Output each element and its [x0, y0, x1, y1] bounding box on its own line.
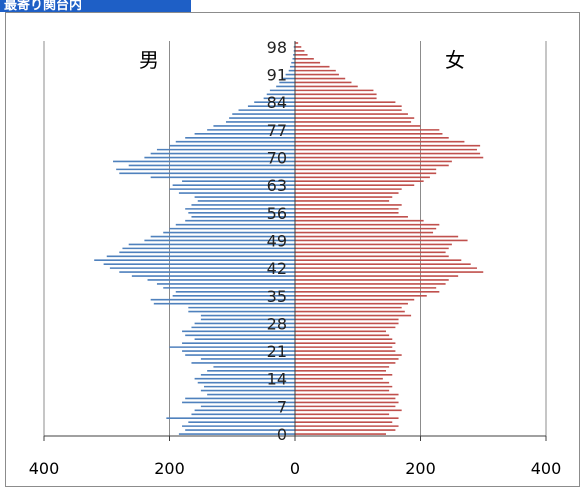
x-tick-label: 200: [154, 459, 185, 478]
axes: [43, 41, 547, 441]
age-tick-label: 21: [267, 342, 287, 361]
age-tick-label: 7: [277, 397, 287, 416]
x-tick-label: 400: [531, 459, 562, 478]
x-tick-label: 200: [405, 459, 436, 478]
female-label: 女: [445, 48, 465, 72]
age-tick-label: 28: [267, 314, 287, 333]
age-tick-label: 84: [267, 93, 287, 112]
age-tick-label: 14: [267, 370, 287, 389]
age-tick-label: 56: [267, 204, 287, 223]
age-tick-label: 91: [267, 66, 287, 85]
x-tick-label: 400: [29, 459, 60, 478]
age-tick-labels: 0 7 14 21 28 35 42 49 56 63 70 77 84 91 98: [267, 38, 287, 444]
age-tick-label: 70: [267, 149, 287, 168]
age-tick-label: 77: [267, 121, 287, 140]
age-tick-label: 49: [267, 231, 287, 250]
age-tick-label: 98: [267, 38, 287, 57]
title-tab: 最寄り関台内: [0, 0, 191, 12]
male-label: 男: [139, 48, 159, 72]
chart-area: 0 7 14 21 28 35 42 49 56 63 70 77 84 91 98 400 200 0 200 4…: [5, 12, 580, 487]
age-tick-label: 63: [267, 176, 287, 195]
gridlines: [43, 41, 547, 436]
age-tick-label: 35: [267, 287, 287, 306]
x-tick-labels: 400 200 0 200 400: [29, 459, 562, 478]
age-tick-label: 0: [277, 425, 287, 444]
female-bars: [295, 42, 484, 435]
age-tick-label: 42: [267, 259, 287, 278]
male-bars: [94, 42, 295, 435]
x-tick-label: 0: [290, 459, 300, 478]
